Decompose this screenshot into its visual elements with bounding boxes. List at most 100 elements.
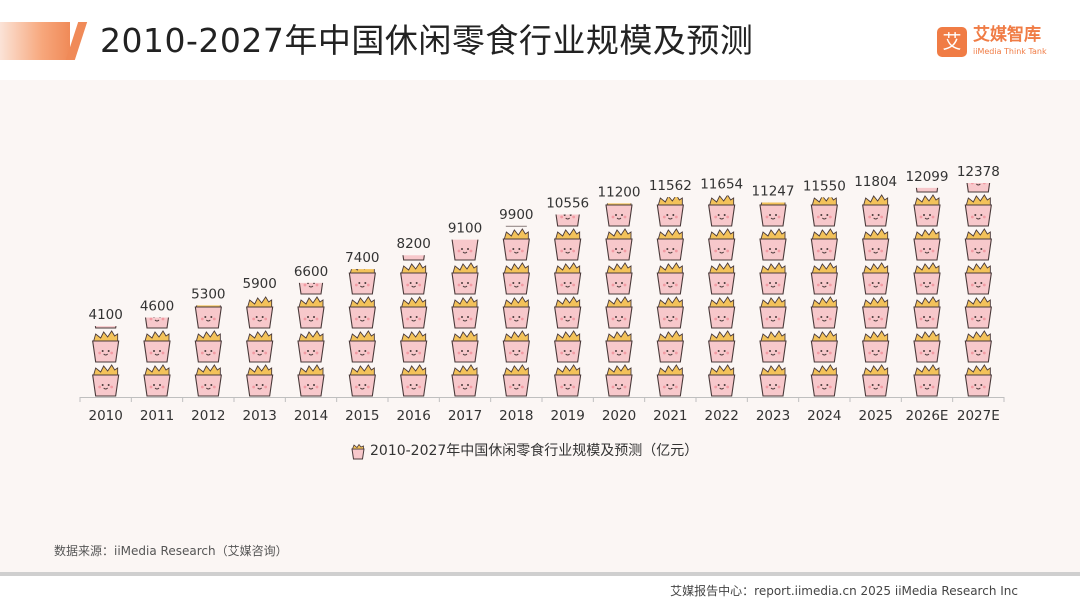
snack-bag-icon	[913, 194, 941, 227]
x-tick-label-2024: 2024	[807, 408, 841, 424]
snack-bag-icon	[810, 364, 838, 397]
data-label-2017: 9100	[448, 221, 482, 237]
data-label-2021: 11562	[649, 178, 692, 194]
x-tick-label-2017: 2017	[448, 408, 482, 424]
snack-bag-icon	[708, 296, 736, 329]
snack-bag-icon	[502, 262, 530, 295]
snack-bag-icon	[708, 195, 736, 227]
snack-bag-icon	[92, 330, 120, 363]
data-label-2012: 5300	[191, 286, 225, 302]
snack-bag-icon	[656, 296, 684, 329]
data-label-2016: 8200	[396, 236, 430, 252]
x-tick-label-2027E: 2027E	[957, 408, 1000, 424]
bar-2024	[810, 197, 838, 397]
snack-bag-icon	[400, 262, 428, 295]
snack-bag-icon	[194, 330, 222, 363]
snack-bag-icon	[656, 330, 684, 363]
snack-bag-icon	[451, 296, 479, 329]
snack-bag-icon	[708, 364, 736, 397]
snack-bag-icon	[605, 364, 633, 397]
snack-bag-icon	[964, 296, 992, 329]
x-tick-label-2015: 2015	[345, 408, 379, 424]
snack-bag-icon	[862, 228, 890, 261]
brand-logo: 艾 艾媒智库 iiMedia Think Tank	[937, 24, 1057, 62]
bar-2027E	[964, 183, 992, 397]
data-label-2025: 11804	[854, 174, 897, 190]
snack-bag-icon	[400, 330, 428, 363]
snack-bag-icon	[810, 197, 838, 227]
snack-bag-icon	[759, 330, 787, 363]
bar-2014	[297, 282, 325, 397]
snack-bag-icon	[913, 296, 941, 329]
logo-mark-icon: 艾	[937, 27, 967, 57]
snack-bag-icon	[451, 364, 479, 397]
snack-bag-icon	[605, 262, 633, 295]
x-tick-label-2026E: 2026E	[906, 408, 949, 424]
data-label-2018: 9900	[499, 207, 533, 223]
bar-2018	[502, 225, 530, 397]
snack-bag-icon	[708, 228, 736, 261]
x-tick-label-2025: 2025	[858, 408, 892, 424]
footer-divider	[0, 572, 1080, 576]
data-label-2026E: 12099	[906, 169, 949, 185]
x-tick-label-2018: 2018	[499, 408, 533, 424]
snack-bag-icon	[194, 364, 222, 397]
data-label-2027E: 12378	[957, 164, 1000, 180]
snack-bag-icon	[913, 364, 941, 397]
snack-bag-icon	[143, 364, 171, 397]
bar-2023	[759, 202, 787, 397]
snack-bag-icon	[810, 330, 838, 363]
snack-bag-icon	[656, 197, 684, 227]
snack-bag-icon	[605, 228, 633, 261]
bar-2019	[554, 214, 582, 397]
snack-bag-icon	[862, 364, 890, 397]
footer-band	[0, 576, 1080, 608]
page-title: 2010-2027年中国休闲零食行业规模及预测	[100, 21, 754, 60]
snack-bag-icon	[246, 296, 274, 329]
snack-bag-icon	[964, 330, 992, 363]
x-tick-label-2021: 2021	[653, 408, 687, 424]
x-tick-label-2016: 2016	[396, 408, 430, 424]
snack-bag-icon	[810, 262, 838, 295]
snack-bag-icon	[143, 330, 171, 363]
snack-bag-icon	[964, 262, 992, 295]
snack-bag-icon	[348, 296, 376, 329]
data-label-2020: 11200	[598, 184, 641, 200]
snack-bag-icon	[810, 228, 838, 261]
snack-bag-icon	[605, 330, 633, 363]
header-band	[0, 0, 1080, 80]
snack-bag-icon	[246, 330, 274, 363]
bar-2020	[605, 203, 633, 397]
data-source-note: 数据来源：iiMedia Research（艾媒咨询）	[54, 544, 288, 558]
snack-bag-icon	[502, 296, 530, 329]
snack-bag-icon	[656, 262, 684, 295]
snack-bag-icon	[246, 364, 274, 397]
snack-bag-icon	[759, 228, 787, 261]
x-tick-label-2023: 2023	[756, 408, 790, 424]
bar-2022	[708, 195, 736, 397]
x-tick-label-2011: 2011	[140, 408, 174, 424]
footer-credit: 艾媒报告中心：report.iimedia.cn 2025 iiMedia Re…	[670, 584, 1018, 598]
x-tick-label-2020: 2020	[602, 408, 636, 424]
snack-bag-icon	[862, 296, 890, 329]
snack-bag-icon	[759, 296, 787, 329]
x-tick-label-2014: 2014	[294, 408, 328, 424]
bar-2025	[862, 194, 890, 397]
snack-bag-icon	[862, 262, 890, 295]
snack-bag-icon	[502, 364, 530, 397]
snack-bag-icon	[451, 262, 479, 295]
snack-bag-icon	[348, 330, 376, 363]
snack-bag-icon	[759, 364, 787, 397]
snack-bag-icon	[554, 296, 582, 329]
legend-label: 2010-2027年中国休闲零食行业规模及预测（亿元）	[370, 443, 699, 459]
snack-bag-icon	[297, 364, 325, 397]
data-label-2024: 11550	[803, 178, 846, 194]
snack-bag-icon	[759, 202, 787, 227]
snack-bag-icon	[554, 228, 582, 261]
snack-bag-icon	[605, 296, 633, 329]
snack-bag-icon	[554, 330, 582, 363]
snack-bag-icon	[759, 262, 787, 295]
data-label-2010: 4100	[88, 307, 122, 323]
snack-bag-icon	[913, 330, 941, 363]
snack-bag-icon	[862, 194, 890, 227]
